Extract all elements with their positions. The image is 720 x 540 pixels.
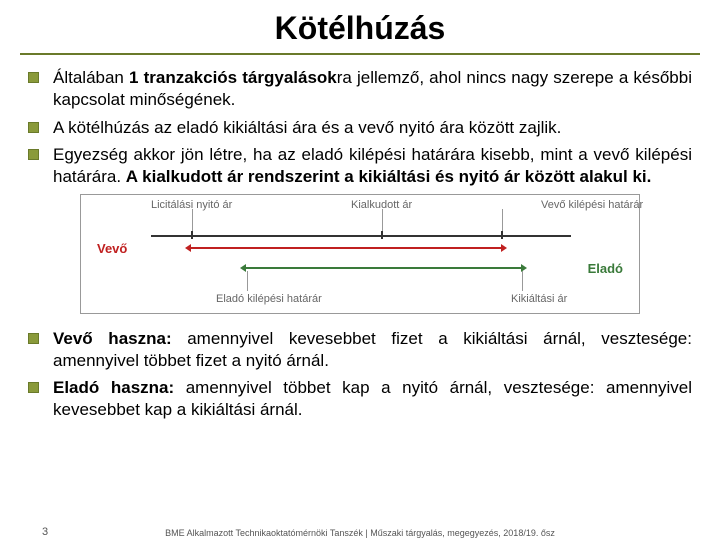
bullet-text: Általában 1 tranzakciós tárgyalásokra je… <box>53 67 692 111</box>
bullet-text: Vevő haszna: amennyivel kevesebbet fizet… <box>53 328 692 372</box>
bullet-item: Vevő haszna: amennyivel kevesebbet fizet… <box>28 328 692 372</box>
label-kialkudott: Kialkudott ár <box>351 199 412 211</box>
label-kikialtasi: Kikiáltási ár <box>511 293 567 305</box>
label-vevo: Vevő <box>97 241 127 256</box>
connector <box>522 271 523 291</box>
haggling-diagram: Licitálási nyitó ár Kialkudott ár Vevő kil… <box>80 194 640 314</box>
title-rule <box>20 53 700 55</box>
bullet-text: Eladó haszna: amennyivel többet kap a ny… <box>53 377 692 421</box>
bullet-item: Egyezség akkor jön létre, ha az eladó ki… <box>28 144 692 188</box>
bullet-text: A kötélhúzás az eladó kikiáltási ára és … <box>53 117 692 139</box>
bullet-icon <box>28 149 39 160</box>
bullet-item: Eladó haszna: amennyivel többet kap a ny… <box>28 377 692 421</box>
axis-tick <box>191 231 193 239</box>
bullet-item: A kötélhúzás az eladó kikiáltási ára és … <box>28 117 692 139</box>
arrow-head-icon <box>185 244 191 252</box>
bullet-text: Egyezség akkor jön létre, ha az eladó ki… <box>53 144 692 188</box>
footer-text: BME Alkalmazott Technikaoktatómérnöki Ta… <box>0 528 720 538</box>
bullet-icon <box>28 122 39 133</box>
axis-tick <box>501 231 503 239</box>
label-elado: Eladó <box>588 261 623 276</box>
page-title: Kötélhúzás <box>0 0 720 53</box>
vevo-arrow <box>191 247 501 249</box>
axis-line <box>151 235 571 237</box>
label-elado-kilep: Eladó kilépési határár <box>216 293 322 305</box>
label-licitalasi: Licitálási nyitó ár <box>151 199 232 211</box>
arrow-head-icon <box>501 244 507 252</box>
label-vevo-kilep: Vevő kilépési határár <box>541 199 643 211</box>
arrow-head-icon <box>240 264 246 272</box>
connector <box>502 209 503 231</box>
connector <box>192 209 193 231</box>
bullet-item: Általában 1 tranzakciós tárgyalásokra je… <box>28 67 692 111</box>
elado-arrow <box>246 267 521 269</box>
connector <box>247 271 248 291</box>
bullet-icon <box>28 382 39 393</box>
axis-tick <box>381 231 383 239</box>
connector <box>382 209 383 231</box>
content-block: Általában 1 tranzakciós tárgyalásokra je… <box>0 67 720 421</box>
bullet-icon <box>28 333 39 344</box>
bullet-icon <box>28 72 39 83</box>
